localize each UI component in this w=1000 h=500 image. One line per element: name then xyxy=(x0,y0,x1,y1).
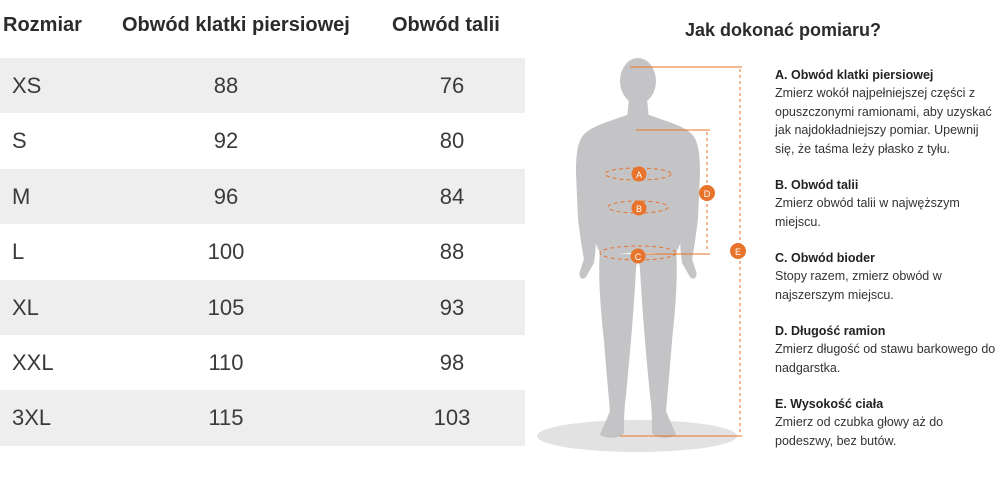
chest-cell: 115 xyxy=(208,405,244,431)
chest-cell: 88 xyxy=(213,73,239,98)
size-cell: S xyxy=(12,128,27,154)
marker-e-label: E xyxy=(735,247,741,257)
chest-cell: 100 xyxy=(207,239,245,265)
waist-cell: 76 xyxy=(439,73,465,98)
instruction-text: Zmierz od czubka głowy aż do podeszwy, b… xyxy=(775,415,944,448)
instructions: A. Obwód klatki piersiowej Zmierz wokół … xyxy=(775,66,997,468)
instruction-text: Zmierz obwód talii w najwęższym miejscu. xyxy=(775,196,960,229)
size-cell: XS xyxy=(12,73,42,98)
size-cell: XL xyxy=(12,294,39,320)
size-cell: M xyxy=(12,183,31,209)
table-row: S 92 80 xyxy=(0,113,525,168)
table-row: L 100 88 xyxy=(0,224,525,279)
chest-cell: 105 xyxy=(207,294,245,320)
table-row: XXL 110 98 xyxy=(0,335,525,390)
size-cell: XXL xyxy=(12,349,54,375)
instruction-waist: B. Obwód talii Zmierz obwód talii w najw… xyxy=(775,176,997,231)
chest-guide xyxy=(604,167,672,181)
table-body: XS 88 76 S 92 80 M 96 84 L 100 88 XL 105… xyxy=(0,58,525,446)
marker-b: B xyxy=(631,200,647,216)
table-row: XS 88 76 xyxy=(0,58,525,114)
size-table: Rozmiar Obwód klatki piersiowej Obwód ta… xyxy=(0,0,525,446)
table-header: Rozmiar Obwód klatki piersiowej Obwód ta… xyxy=(0,0,525,58)
marker-c-label: C xyxy=(635,252,642,262)
table-row: 3XL 115 103 xyxy=(0,390,525,446)
instruction-title: E. Wysokość ciała xyxy=(775,397,884,411)
chest-cell: 96 xyxy=(213,183,239,209)
instruction-title: A. Obwód klatki piersiowej xyxy=(775,68,934,82)
chest-cell: 92 xyxy=(213,128,239,154)
header-size: Rozmiar xyxy=(3,14,82,36)
instruction-arm-length: D. Długość ramion Zmierz długość od staw… xyxy=(775,322,997,377)
body-figure: A B C D E xyxy=(537,58,746,452)
waist-cell: 88 xyxy=(439,239,465,265)
instruction-title: C. Obwód bioder xyxy=(775,251,875,265)
body-silhouette xyxy=(576,58,700,438)
marker-e: E xyxy=(730,243,746,259)
instruction-title: D. Długość ramion xyxy=(775,324,886,338)
marker-a-label: A xyxy=(636,170,642,180)
marker-d: D xyxy=(699,185,715,201)
instruction-text: Zmierz wokół najpełniejszej części z opu… xyxy=(775,86,992,156)
chest-cell: 110 xyxy=(208,349,244,375)
marker-c: C xyxy=(630,248,646,264)
header-waist: Obwód talii xyxy=(392,14,500,36)
waist-cell: 98 xyxy=(439,349,465,375)
guide-title: Jak dokonać pomiaru? xyxy=(685,20,882,40)
marker-a: A xyxy=(631,166,647,182)
instruction-hips: C. Obwód bioder Stopy razem, zmierz obwó… xyxy=(775,249,997,304)
marker-b-label: B xyxy=(636,204,642,214)
header-chest: Obwód klatki piersiowej xyxy=(122,14,350,36)
table-row: XL 105 93 xyxy=(0,279,525,335)
size-cell: 3XL xyxy=(12,405,52,431)
instruction-height: E. Wysokość ciała Zmierz od czubka głowy… xyxy=(775,395,997,450)
instruction-chest: A. Obwód klatki piersiowej Zmierz wokół … xyxy=(775,66,997,158)
waist-cell: 80 xyxy=(439,128,465,154)
marker-d-label: D xyxy=(704,189,711,199)
hip-guide xyxy=(599,245,677,261)
size-cell: L xyxy=(12,239,25,265)
waist-cell: 93 xyxy=(439,294,465,320)
instruction-text: Stopy razem, zmierz obwód w najszerszym … xyxy=(775,269,942,302)
table-row: M 96 84 xyxy=(0,168,525,225)
waist-cell: 103 xyxy=(433,405,471,431)
waist-cell: 84 xyxy=(439,183,465,209)
instruction-text: Zmierz długość od stawu barkowego do nad… xyxy=(775,342,996,375)
instruction-title: B. Obwód talii xyxy=(775,178,859,192)
